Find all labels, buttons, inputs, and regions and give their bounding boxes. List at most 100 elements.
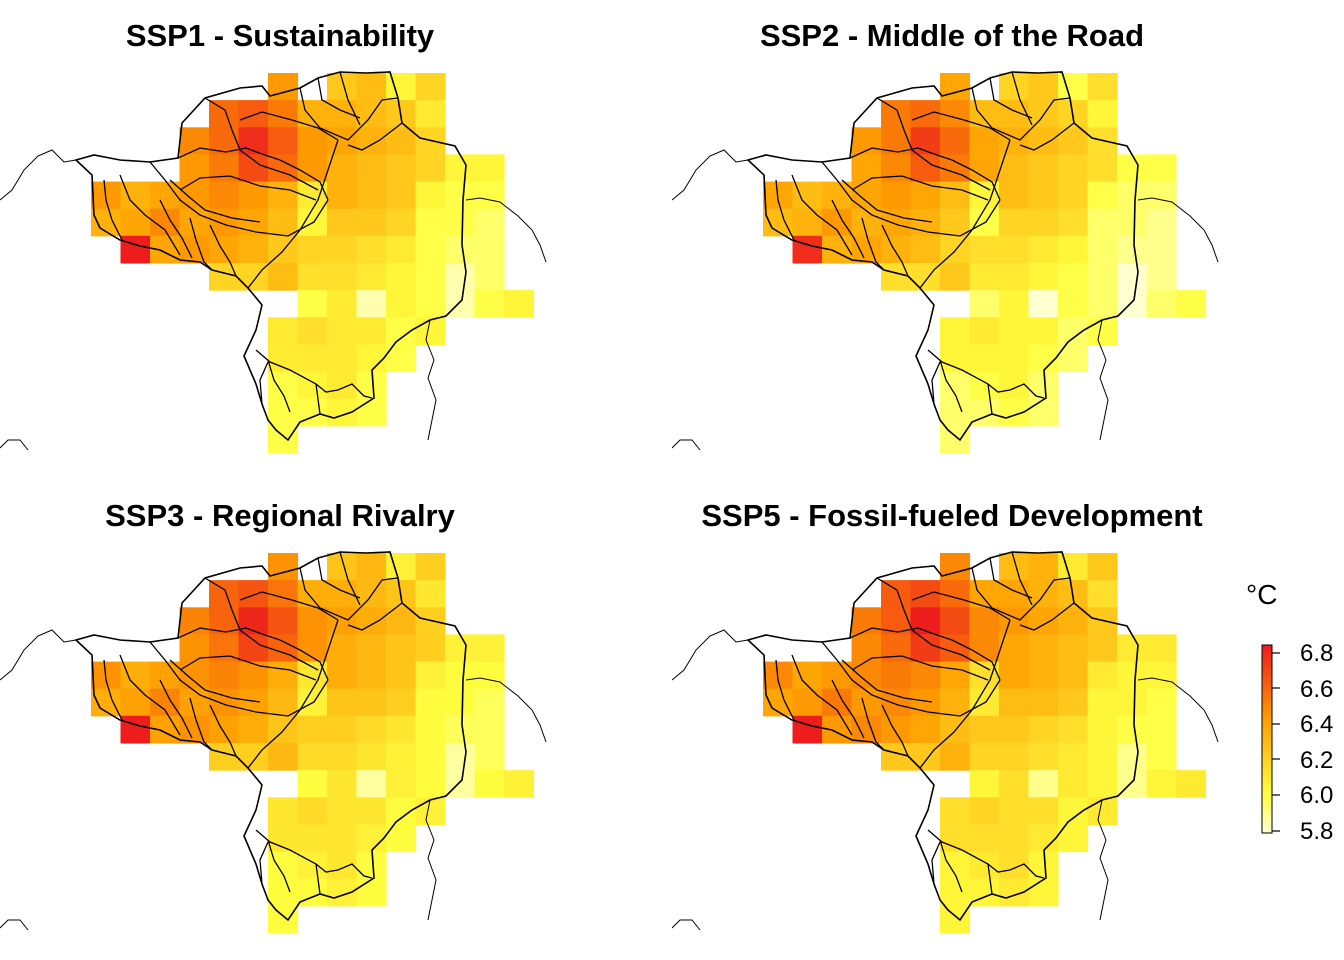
sub-basin-boundary	[831, 199, 865, 259]
grid-cell	[969, 127, 1000, 155]
temperature-grid	[763, 553, 1207, 934]
grid-cell	[1058, 208, 1089, 237]
sub-basin-boundary	[179, 175, 317, 201]
grid-cell	[1058, 181, 1089, 210]
grid-cell	[910, 580, 941, 608]
neighbor-boundary	[425, 799, 437, 921]
grid-cell	[474, 154, 505, 183]
sub-basin-boundary	[209, 224, 237, 277]
grid-cell	[1058, 263, 1089, 291]
grid-cell	[297, 607, 328, 635]
grid-cell	[415, 770, 446, 798]
grid-cell	[445, 208, 476, 237]
grid-cell	[238, 100, 269, 128]
grid-cell	[1117, 770, 1148, 798]
sub-basin-boundary	[911, 591, 1011, 621]
temperature-grid	[763, 73, 1207, 454]
grid-cell	[297, 371, 328, 400]
grid-cell	[940, 878, 971, 907]
sub-basin-boundary	[911, 111, 1011, 141]
grid-cell	[940, 235, 971, 264]
grid-cell	[238, 235, 269, 264]
grid-cell	[1087, 661, 1118, 690]
grid-cell	[415, 634, 446, 663]
grid-cell	[415, 263, 446, 291]
grid-cell	[1087, 154, 1118, 183]
legend-swatch	[1262, 645, 1272, 649]
grid-cell	[356, 317, 387, 345]
grid-cell	[327, 743, 358, 771]
grid-cell	[268, 634, 299, 663]
grid-cell	[268, 743, 299, 771]
grid-cell	[356, 127, 387, 155]
grid-cell	[238, 743, 269, 771]
grid-cell	[327, 100, 358, 128]
sub-basin-boundary	[347, 122, 403, 151]
grid-cell	[1058, 553, 1089, 581]
legend-swatch	[1262, 676, 1272, 680]
legend-swatch	[1262, 648, 1272, 652]
grid-cell	[1117, 208, 1148, 237]
grid-cell	[327, 580, 358, 608]
grid-cell	[999, 607, 1030, 635]
sub-basin-boundary	[881, 224, 909, 277]
grid-cell	[209, 715, 240, 744]
neighbor-boundary	[425, 319, 437, 441]
basin-outline	[74, 551, 467, 922]
grid-cell	[238, 634, 269, 663]
legend-swatch	[1262, 742, 1272, 746]
temperature-grid	[91, 553, 535, 934]
sub-basin-boundary	[189, 217, 213, 271]
legend-swatch	[1262, 770, 1272, 774]
sub-basin-boundary	[119, 174, 181, 256]
grid-cell	[999, 770, 1030, 798]
grid-cell	[851, 715, 882, 744]
grid-cell	[356, 154, 387, 183]
legend-swatch	[1262, 682, 1272, 687]
grid-cell	[969, 344, 1000, 373]
grid-cell	[356, 743, 387, 771]
grid-cell	[881, 181, 912, 210]
grid-cell	[940, 688, 971, 717]
legend-swatch	[1262, 688, 1272, 693]
grid-cell	[268, 398, 299, 427]
grid-cell	[386, 263, 417, 291]
grid-cell	[386, 290, 417, 318]
grid-cell	[1146, 770, 1177, 798]
legend-swatch	[1262, 779, 1272, 784]
neighbor-boundary	[0, 439, 29, 451]
sub-basin-boundary	[987, 863, 993, 895]
legend-swatch	[1262, 670, 1272, 674]
legend-swatch	[1262, 773, 1272, 778]
grid-cell	[268, 797, 299, 825]
grid-cell	[415, 743, 446, 771]
grid-cell	[415, 797, 446, 825]
grid-cell	[415, 73, 446, 101]
legend-swatch	[1262, 792, 1272, 796]
legend-tick-label: 6.2	[1300, 747, 1334, 774]
grid-cell	[1028, 607, 1059, 635]
grid-cell	[386, 235, 417, 264]
grid-cell	[415, 100, 446, 128]
grid-cell	[327, 208, 358, 237]
grid-cell	[1087, 553, 1118, 581]
grid-cell	[1087, 235, 1118, 264]
grid-cell	[445, 154, 476, 183]
grid-cell	[386, 154, 417, 183]
sub-basin-boundary	[861, 217, 885, 271]
sub-basin-boundary	[255, 829, 373, 879]
grid-cell	[1087, 580, 1118, 608]
grid-cell	[851, 208, 882, 237]
grid-cell	[1028, 398, 1059, 427]
grid-cell	[120, 715, 151, 744]
neighbor-boundary	[1137, 677, 1219, 743]
sub-basin-boundary	[851, 655, 989, 681]
grid-cell	[1087, 290, 1118, 318]
legend-tick-label: 5.8	[1300, 818, 1334, 845]
grid-cell	[268, 688, 299, 717]
grid-cell	[1146, 290, 1177, 318]
neighbor-boundary	[672, 149, 749, 201]
sub-basin-boundary	[841, 179, 933, 223]
panel-title: SSP3 - Regional Rivalry	[105, 498, 455, 533]
grid-cell	[910, 208, 941, 237]
